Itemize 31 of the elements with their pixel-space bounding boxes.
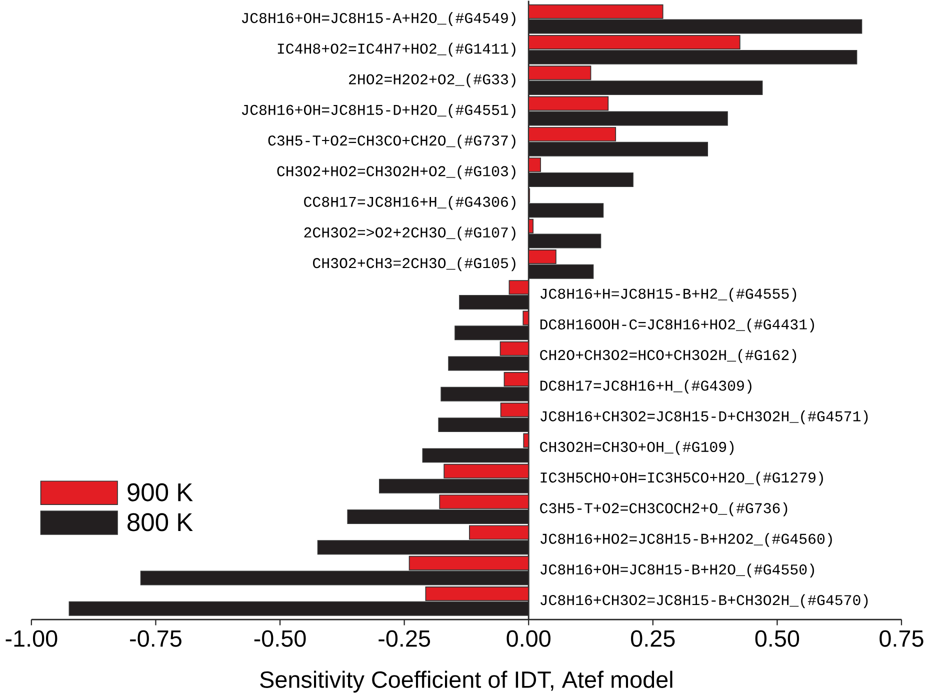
y-tick-label: C3H5-T+O2=CH3COCH2+O_(#G736) bbox=[540, 502, 788, 516]
x-tick-label: 0.75 bbox=[880, 630, 924, 647]
y-tick-label: JC8H16+OH=JC8H15-D+H2O_(#G4551) bbox=[242, 104, 516, 118]
y-tick-label: CH2O+CH3O2=HCO+CH3O2H_(#G162) bbox=[540, 348, 796, 363]
y-tick-label: C3H5-T+O2=CH3CO+CH2O_(#G737) bbox=[268, 134, 516, 148]
x-tick-label: -0.50 bbox=[254, 630, 306, 647]
x-tick-label: -1.00 bbox=[6, 630, 58, 647]
y-tick-label: CC8H17=JC8H16+H_(#G4306) bbox=[304, 196, 516, 210]
y-tick-label: DC8H16OOH-C=JC8H16+HO2_(#G4431) bbox=[540, 318, 814, 332]
x-tick-label: 0.00 bbox=[506, 630, 550, 647]
y-tick-label: 2CH3O2=>O2+2CH3O_(#G107) bbox=[304, 226, 516, 240]
y-tick-label: IC4H8+O2=IC4H7+HO2_(#G1411) bbox=[278, 42, 516, 57]
x-tick-label: 0.50 bbox=[755, 630, 800, 647]
y-tick-label: DC8H17=JC8H16+H_(#G4309) bbox=[540, 380, 752, 394]
y-tick-label: CH3O2+HO2=CH3O2H+O2_(#G103) bbox=[277, 165, 516, 180]
y-tick-label: JC8H16+CH3O2=JC8H15-B+CH3O2H_(#G4570) bbox=[540, 594, 868, 608]
legend-label: 800 K bbox=[128, 513, 193, 532]
y-tick-label: JC8H16+HO2=JC8H15-B+H2O2_(#G4560) bbox=[540, 532, 832, 547]
x-axis-title: Sensitivity Coefficient of IDT, Atef model bbox=[260, 670, 672, 692]
y-tick-label: JC8H16+OH=JC8H15-A+H2O_(#G4549) bbox=[242, 12, 516, 26]
y-tick-label: CH3O2H=CH3O+OH_(#G109) bbox=[540, 440, 734, 455]
x-tick-label: 0.25 bbox=[631, 630, 675, 647]
y-tick-label: IC3H5CHO+OH=IC3H5CO+H2O_(#G1279) bbox=[540, 472, 823, 486]
y-tick-label: CH3O2+CH3=2CH3O_(#G105) bbox=[313, 257, 516, 271]
y-tick-label: JC8H16+H=JC8H15-B+H2_(#G4555) bbox=[540, 288, 796, 302]
y-tick-label: JC8H16+OH=JC8H15-B+H2O_(#G4550) bbox=[540, 563, 814, 578]
x-tick-label: -0.25 bbox=[378, 630, 430, 647]
y-tick-label: JC8H16+CH3O2=JC8H15-D+CH3O2H_(#G4571) bbox=[540, 410, 868, 424]
y-tick-label: 2HO2=H2O2+O2_(#G33) bbox=[349, 73, 516, 88]
x-tick-label: -0.75 bbox=[130, 630, 182, 647]
legend-label: 900 K bbox=[128, 483, 193, 502]
